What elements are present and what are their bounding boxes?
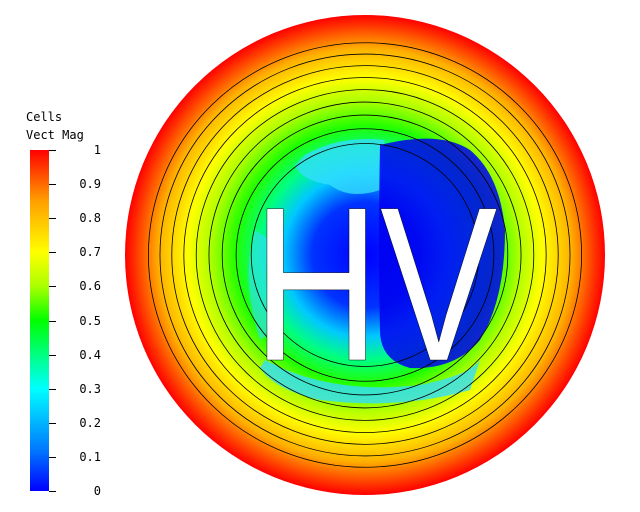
contour-line — [221, 114, 509, 396]
colorbar-tick-label: 0.7 — [79, 245, 101, 260]
colorbar-tick-label: 0.5 — [79, 313, 101, 328]
cyan-patch-bottom — [260, 360, 480, 404]
cyan-patch-left — [248, 230, 275, 340]
contour-lines — [147, 42, 583, 468]
colorbar-tick-mark — [49, 388, 56, 390]
colorbar-tick-mark — [49, 354, 56, 356]
contour-line — [250, 143, 480, 367]
contour-line — [183, 77, 547, 433]
colorbar-tick-label: 0.6 — [79, 279, 101, 294]
colorbar-tick-label: 0.1 — [79, 449, 101, 464]
legend-title-line-1: Cells — [26, 110, 63, 124]
colorbar-tick-label: 0.3 — [79, 381, 101, 396]
contour-line — [147, 42, 583, 468]
contour-line — [159, 53, 571, 457]
colorbar-tick-label: 0.2 — [79, 415, 101, 430]
colorbar-tick-mark — [49, 422, 56, 424]
colorbar-tick-mark — [49, 218, 56, 220]
contour-line — [195, 89, 535, 421]
annotation-hv: HV — [253, 161, 498, 407]
field-disc — [125, 15, 605, 495]
legend-title-line-2: Vect Mag — [26, 128, 84, 142]
colorbar-tick-mark — [49, 286, 56, 288]
colorbar-tick-mark — [49, 150, 56, 151]
colorbar-tick-label: 0.9 — [79, 177, 101, 192]
dark-blue-core — [379, 138, 505, 369]
colorbar-tick-label: 0 — [93, 484, 101, 498]
colorbar-tick-mark — [49, 184, 56, 186]
colorbar-tick-label: 0.4 — [79, 347, 101, 362]
colorbar-tick-label: 0.8 — [79, 211, 101, 226]
contour-line — [171, 65, 559, 445]
colorbar — [30, 150, 49, 491]
colorbar-tick-mark — [49, 252, 56, 254]
colorbar-tick-label: 1 — [93, 143, 101, 157]
contour-line — [235, 128, 495, 382]
colorbar-tick-mark — [49, 491, 56, 492]
colorbar-tick-mark — [49, 456, 56, 458]
colorbar-tick-mark — [49, 320, 56, 322]
cyan-patch-top — [295, 139, 385, 194]
contour-line — [208, 101, 522, 409]
